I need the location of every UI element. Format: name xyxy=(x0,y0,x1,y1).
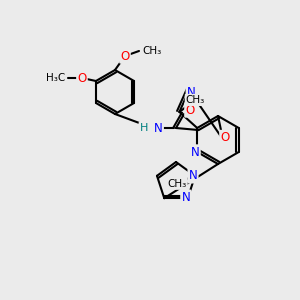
Text: CH₃: CH₃ xyxy=(186,95,205,105)
Text: N: N xyxy=(189,169,197,182)
Text: H: H xyxy=(140,123,148,133)
Text: N: N xyxy=(187,85,196,98)
Text: H₃C: H₃C xyxy=(46,73,65,83)
Text: N: N xyxy=(154,122,163,134)
Text: CH₃: CH₃ xyxy=(167,179,187,189)
Text: O: O xyxy=(120,50,130,62)
Text: CH₃: CH₃ xyxy=(142,46,161,56)
Text: O: O xyxy=(77,71,87,85)
Text: N: N xyxy=(191,146,200,158)
Text: O: O xyxy=(185,103,195,116)
Text: O: O xyxy=(220,131,230,144)
Text: N: N xyxy=(182,191,190,204)
